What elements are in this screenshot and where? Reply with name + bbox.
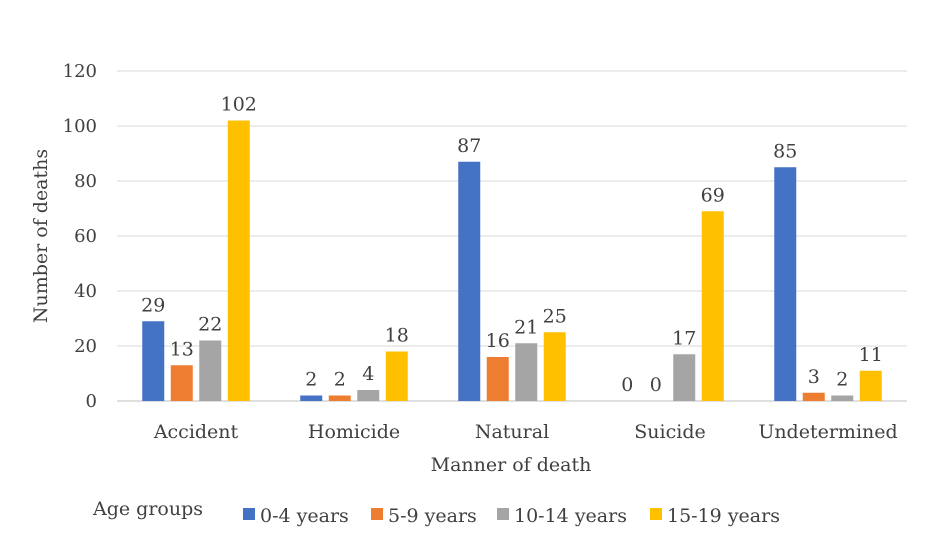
data-label: 2 [305,369,317,391]
data-label: 69 [701,184,725,206]
bar [543,332,566,401]
data-label: 87 [457,135,481,157]
bar [328,395,351,401]
y-tick-label: 40 [74,281,97,302]
y-tick-label: 60 [74,226,97,247]
legend-swatch [243,508,255,520]
bar [486,357,509,401]
bar [357,390,380,401]
data-label: 18 [385,325,409,347]
y-tick-label: 20 [74,336,97,357]
data-label: 22 [198,314,222,336]
legend-label: 15-19 years [667,505,780,527]
x-axis-categories: Accident Homicide Natural Suicide Undetermin… [153,421,898,443]
y-tick-label: 120 [63,61,97,82]
bar [458,161,481,401]
data-label: 29 [141,294,165,316]
x-category-label: Suicide [634,421,705,443]
bar [701,211,724,401]
data-label: 3 [808,366,820,388]
y-tick-label: 80 [74,171,97,192]
legend-label: 0-4 years [260,505,349,527]
y-axis-ticks: 0 20 40 60 80 100 120 [63,61,97,412]
x-category-label: Natural [475,421,549,443]
legend-swatch [497,508,509,520]
bars [142,120,882,401]
x-axis-title: Manner of death [431,454,592,476]
bar [774,167,797,401]
data-label: 17 [672,327,696,349]
data-label: 85 [773,140,797,162]
legend-label: 10-14 years [514,505,627,527]
x-category-label: Accident [153,421,239,443]
data-label: 13 [170,338,194,360]
data-label: 21 [514,316,538,338]
data-label: 0 [621,374,633,396]
bar [142,321,165,401]
bar [170,365,193,401]
legend-swatch [371,508,383,520]
legend-swatch [650,508,662,520]
data-label: 11 [859,344,883,366]
legend-items: 0-4 years 5-9 years 10-14 years 15-19 years [243,505,780,527]
y-tick-label: 0 [86,391,97,412]
data-label: 102 [221,94,257,116]
bar [515,343,538,401]
data-label: 25 [543,305,567,327]
bar [802,392,825,401]
bar [673,354,696,401]
bar [199,340,222,401]
x-category-label: Undetermined [758,421,897,443]
data-label: 4 [362,363,374,385]
bar [300,395,323,401]
y-tick-label: 100 [63,116,97,137]
y-axis-title: Number of deaths [30,149,52,323]
legend: Age groups 0-4 years 5-9 years 10-14 years… [92,498,780,527]
x-category-label: Homicide [308,421,400,443]
legend-title: Age groups [92,498,203,520]
bar [831,395,854,401]
data-label: 16 [486,330,510,352]
legend-label: 5-9 years [388,505,477,527]
bar [859,370,882,401]
bar [385,351,408,401]
bar [227,120,250,401]
data-label: 2 [334,369,346,391]
data-label: 0 [650,374,662,396]
data-label: 2 [836,369,848,391]
